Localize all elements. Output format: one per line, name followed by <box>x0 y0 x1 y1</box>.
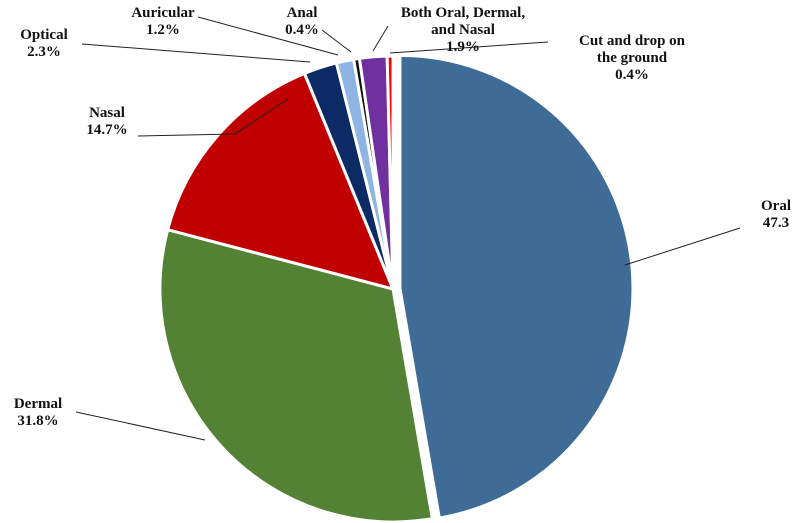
pie-slice-dermal <box>158 227 435 523</box>
slice-label-line: the ground <box>597 50 668 66</box>
slice-label-line: 14.7% <box>86 122 127 138</box>
pie-slice-nasal <box>165 71 396 292</box>
slice-label-both-oral-dermal-and-nasal: Both Oral, Dermal, and Nasal 1.9% <box>401 5 525 55</box>
slice-label-line: Oral <box>761 198 791 214</box>
slice-label-line: 31.8% <box>17 413 58 429</box>
slice-label-optical: Optical 2.3% <box>20 27 68 60</box>
leader-line-cut-and-drop-on-the-ground <box>389 41 549 54</box>
leader-line-nasal <box>137 98 289 137</box>
slice-label-line: and Nasal <box>431 22 495 38</box>
slice-label-line: Nasal <box>89 105 125 121</box>
slice-label-line: Both Oral, Dermal, <box>401 5 525 21</box>
leader-line-both-oral-dermal-and-nasal <box>372 25 389 52</box>
slice-label-line: Dermal <box>14 396 62 412</box>
slice-label-line: 47.3 <box>763 215 789 231</box>
leader-line-dermal <box>75 411 206 441</box>
slice-label-line: Cut and drop on <box>579 33 686 49</box>
pie-slice-cut-and-drop-on-the-ground <box>385 54 395 290</box>
leader-lines <box>75 16 741 441</box>
pie-slice-oral <box>398 53 635 520</box>
slice-label-dermal: Dermal 31.8% <box>14 396 62 429</box>
slice-label-oral: Oral 47.3 <box>761 198 791 231</box>
leader-line-auricular <box>197 16 339 56</box>
slice-labels: Oral 47.3 Dermal 31.8% Nasal 14.7% Optical 2.3%… <box>14 5 791 429</box>
slice-label-anal: Anal 0.4% <box>285 5 319 38</box>
slice-label-line: 1.9% <box>446 39 480 55</box>
slice-label-line: Optical <box>20 27 68 43</box>
slice-label-cut-and-drop-on-the-ground: Cut and drop on the ground 0.4% <box>579 33 686 83</box>
slice-label-line: Anal <box>287 5 318 21</box>
leader-line-optical <box>81 43 311 63</box>
pie-slices <box>158 53 635 523</box>
slice-label-line: 2.3% <box>27 44 61 60</box>
slice-label-line: 0.4% <box>285 22 319 38</box>
slice-label-line: Auricular <box>131 5 195 21</box>
leader-line-anal <box>321 29 352 53</box>
slice-label-line: 0.4% <box>615 67 649 83</box>
slice-label-nasal: Nasal 14.7% <box>86 105 127 138</box>
leader-line-oral <box>624 227 741 266</box>
slice-label-line: 1.2% <box>146 22 180 38</box>
slice-label-auricular: Auricular 1.2% <box>131 5 195 38</box>
